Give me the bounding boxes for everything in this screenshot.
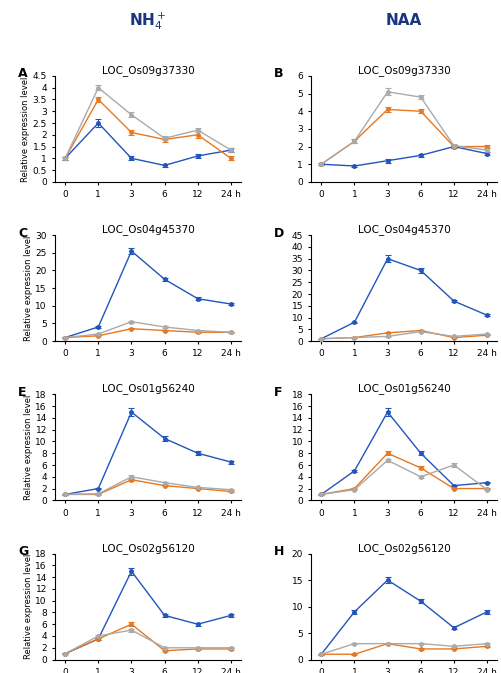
Text: NH$_4^+$: NH$_4^+$ — [129, 10, 166, 32]
Title: LOC_Os02g56120: LOC_Os02g56120 — [357, 542, 450, 554]
Text: F: F — [274, 386, 282, 399]
Title: LOC_Os09g37330: LOC_Os09g37330 — [357, 65, 450, 76]
Y-axis label: Relative expression level: Relative expression level — [24, 554, 33, 660]
Text: E: E — [18, 386, 27, 399]
Y-axis label: Relative expression level: Relative expression level — [24, 394, 33, 500]
Text: B: B — [274, 67, 283, 81]
Title: LOC_Os04g45370: LOC_Os04g45370 — [101, 224, 194, 235]
Y-axis label: Relative expression level: Relative expression level — [24, 236, 33, 341]
Title: LOC_Os01g56240: LOC_Os01g56240 — [101, 384, 194, 394]
Title: LOC_Os04g45370: LOC_Os04g45370 — [357, 224, 450, 235]
Text: D: D — [274, 227, 284, 240]
Y-axis label: Relative expression level: Relative expression level — [21, 76, 30, 182]
Text: G: G — [18, 545, 28, 558]
Text: H: H — [274, 545, 284, 558]
Text: NAA: NAA — [385, 13, 421, 28]
Text: A: A — [18, 67, 28, 81]
Title: LOC_Os02g56120: LOC_Os02g56120 — [101, 542, 194, 554]
Text: C: C — [18, 227, 27, 240]
Title: LOC_Os01g56240: LOC_Os01g56240 — [357, 384, 450, 394]
Title: LOC_Os09g37330: LOC_Os09g37330 — [101, 65, 194, 76]
